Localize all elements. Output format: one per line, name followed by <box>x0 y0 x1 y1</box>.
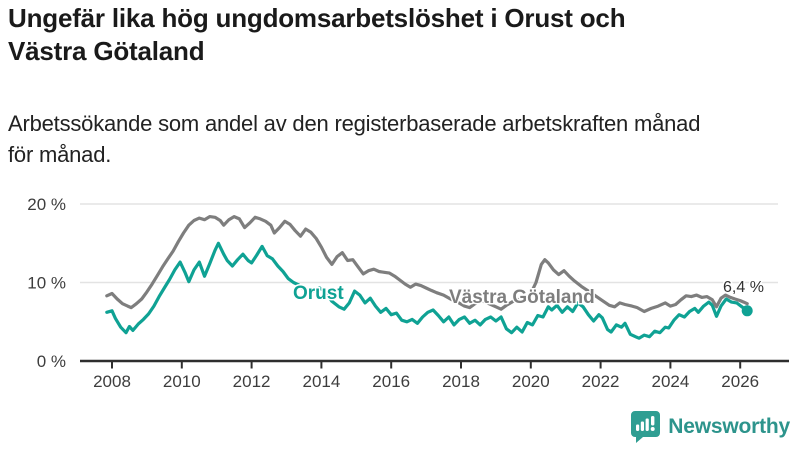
speech-bubble-shape <box>631 411 661 443</box>
x-axis-tick-label: 2008 <box>93 372 131 391</box>
orust-line <box>105 241 749 340</box>
series-layer <box>105 215 749 340</box>
x-axis-tick-label: 2018 <box>442 372 480 391</box>
bar-small <box>636 424 640 431</box>
series-label-vastra-gotaland: Västra Götaland <box>449 287 595 308</box>
exclamation-stem <box>651 416 655 426</box>
newsworthy-wordmark: Newsworthy <box>668 414 790 438</box>
x-axis-tick-label: 2024 <box>651 372 689 391</box>
latest-value-dot <box>741 305 753 317</box>
page-subtitle: Arbetssökande som andel av den registerb… <box>8 111 701 167</box>
x-axis-tick-label: 2010 <box>163 372 201 391</box>
x-axis-tick-label: 2012 <box>233 372 271 391</box>
gridlines-layer <box>80 203 778 284</box>
exclamation-dot <box>650 427 655 431</box>
newsworthy-icon <box>631 411 661 443</box>
newsworthy-logo[interactable]: Newsworthy <box>630 410 790 443</box>
x-axis-tick-label: 2020 <box>512 372 550 391</box>
axis-labels-layer: 0 % 10 % 20 % 2008 2010 2012 2014 2016 2018 2020 2… <box>27 195 759 391</box>
y-axis-tick-label: 20 % <box>27 195 66 214</box>
y-axis-tick-label: 10 % <box>27 274 66 293</box>
x-axis-tick-label: 2016 <box>372 372 410 391</box>
v-stra-g-taland-line <box>105 215 749 314</box>
y-axis-tick-label: 0 % <box>37 352 66 371</box>
axis-layer <box>80 359 789 369</box>
series-label-orust: Orust <box>293 283 344 304</box>
page-title: Ungefär lika hög ungdomsarbetslöshet i O… <box>8 3 626 66</box>
bar-tall <box>645 418 650 431</box>
x-axis-tick-label: 2026 <box>721 372 759 391</box>
x-axis-tick-label: 2022 <box>582 372 620 391</box>
x-axis-tick-label: 2014 <box>302 372 340 391</box>
latest-value-label: 6,4 % <box>723 279 764 296</box>
bar-medium <box>641 421 645 431</box>
